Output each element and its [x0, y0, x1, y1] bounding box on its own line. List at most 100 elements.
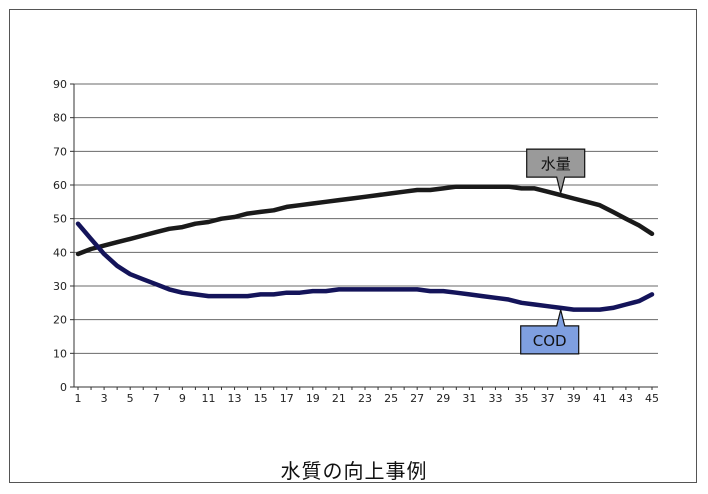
y-tick-label-10: 10: [53, 347, 67, 360]
data-point-cod-45: [650, 293, 654, 296]
data-point-cod-43: [624, 303, 628, 306]
callout-label-water-volume: 水量: [541, 155, 571, 173]
data-point-water-volume-27: [416, 188, 419, 192]
data-point-water-volume-26: [402, 190, 406, 193]
data-point-water-volume-44: [637, 224, 641, 227]
x-tick-label-41: 41: [593, 392, 607, 405]
callout-box-water-volume: [526, 148, 586, 194]
axes: [70, 83, 658, 390]
y-tick-labels: 0 10 20 30 40 50 60 70 80 90: [53, 78, 67, 394]
data-point-water-volume-20: [324, 200, 328, 203]
data-point-water-volume-32: [481, 185, 484, 188]
x-tick-label-25: 25: [384, 392, 398, 405]
y-tick-label-80: 80: [53, 112, 67, 125]
data-point-water-volume-42: [611, 210, 615, 214]
data-point-water-volume-35: [520, 187, 523, 190]
data-point-water-volume-14: [246, 212, 249, 215]
data-point-water-volume-28: [429, 188, 432, 192]
x-tick-labels: 1 3 5 7 9 11 13 15 17 19 21 23 25 27 29 31 33 35 37 39 41 43 4…: [75, 392, 660, 405]
data-point-water-volume-25: [389, 192, 393, 195]
data-point-water-volume-38: [559, 193, 562, 197]
data-point-water-volume-3: [102, 244, 106, 247]
data-point-cod-4: [115, 264, 119, 267]
series-lines: [75, 184, 655, 312]
data-point-cod-17: [285, 291, 288, 294]
x-tick-label-3: 3: [101, 392, 108, 405]
data-point-water-volume-29: [442, 187, 445, 190]
data-point-cod-36: [533, 303, 536, 306]
figure-caption: 水質の向上事例: [280, 459, 428, 483]
x-tick-label-29: 29: [436, 392, 450, 405]
data-point-water-volume-22: [350, 197, 354, 200]
data-point-water-volume-37: [546, 190, 549, 193]
y-tick-label-30: 30: [53, 280, 67, 293]
data-point-cod-27: [416, 288, 419, 291]
y-tick-label-50: 50: [53, 213, 67, 226]
data-point-cod-18: [298, 291, 301, 294]
data-point-cod-5: [129, 273, 132, 276]
x-tick-label-39: 39: [567, 392, 581, 405]
data-point-cod-28: [429, 289, 432, 293]
y-tick-label-70: 70: [53, 145, 67, 158]
callout-label-cod: COD: [533, 332, 567, 350]
series-line-cod: [75, 221, 655, 312]
data-point-cod-11: [207, 294, 210, 298]
x-tick-label-7: 7: [153, 392, 160, 405]
data-point-cod-42: [611, 306, 615, 310]
data-point-cod-6: [142, 278, 145, 281]
x-tick-label-1: 1: [75, 392, 82, 405]
data-point-water-volume-43: [624, 217, 628, 220]
x-tick-label-45: 45: [645, 392, 659, 405]
series-callouts: 水量 COD: [520, 148, 586, 355]
data-point-water-volume-18: [298, 204, 301, 207]
data-point-water-volume-31: [468, 185, 471, 188]
y-tick-label-90: 90: [53, 78, 67, 91]
data-point-water-volume-23: [363, 195, 367, 198]
data-point-water-volume-16: [272, 209, 275, 212]
data-point-water-volume-36: [533, 187, 536, 190]
data-point-cod-33: [494, 296, 497, 299]
data-point-cod-25: [389, 288, 393, 291]
data-point-water-volume-12: [220, 217, 223, 220]
data-point-water-volume-8: [168, 227, 171, 230]
y-tick-label-60: 60: [53, 179, 67, 192]
data-point-water-volume-2: [89, 247, 93, 251]
data-point-water-volume-5: [129, 237, 132, 241]
data-point-water-volume-39: [572, 197, 575, 200]
data-point-water-volume-17: [285, 205, 288, 209]
data-point-water-volume-45: [650, 232, 654, 235]
x-tick-label-43: 43: [619, 392, 633, 405]
x-tick-label-31: 31: [462, 392, 476, 405]
callout-box-cod: [520, 309, 580, 355]
data-point-water-volume-24: [376, 193, 380, 197]
x-tick-label-23: 23: [358, 392, 372, 405]
y-tick-label-40: 40: [53, 246, 67, 259]
data-point-cod-22: [350, 288, 354, 291]
data-point-water-volume-21: [337, 198, 341, 202]
data-point-cod-16: [272, 293, 275, 296]
data-point-cod-31: [468, 293, 471, 296]
data-point-cod-29: [442, 289, 445, 293]
data-point-water-volume-33: [494, 185, 497, 188]
data-point-cod-20: [324, 289, 328, 293]
x-tick-label-19: 19: [306, 392, 320, 405]
data-point-cod-19: [311, 289, 314, 293]
data-point-cod-35: [520, 301, 523, 304]
data-point-cod-23: [363, 288, 367, 291]
x-tick-label-21: 21: [332, 392, 346, 405]
data-point-water-volume-9: [181, 225, 184, 229]
x-tick-label-27: 27: [410, 392, 424, 405]
data-point-water-volume-30: [455, 185, 458, 188]
data-point-cod-15: [259, 293, 262, 296]
x-tick-label-17: 17: [280, 392, 294, 405]
data-point-cod-41: [598, 308, 601, 311]
data-point-cod-7: [155, 283, 158, 286]
y-tick-label-20: 20: [53, 314, 67, 327]
data-point-cod-40: [585, 308, 588, 311]
data-point-cod-2: [89, 237, 93, 241]
x-tick-label-33: 33: [488, 392, 502, 405]
data-point-cod-10: [194, 293, 197, 296]
data-point-cod-37: [546, 305, 549, 308]
data-point-water-volume-15: [259, 210, 262, 214]
data-point-water-volume-34: [507, 185, 510, 188]
